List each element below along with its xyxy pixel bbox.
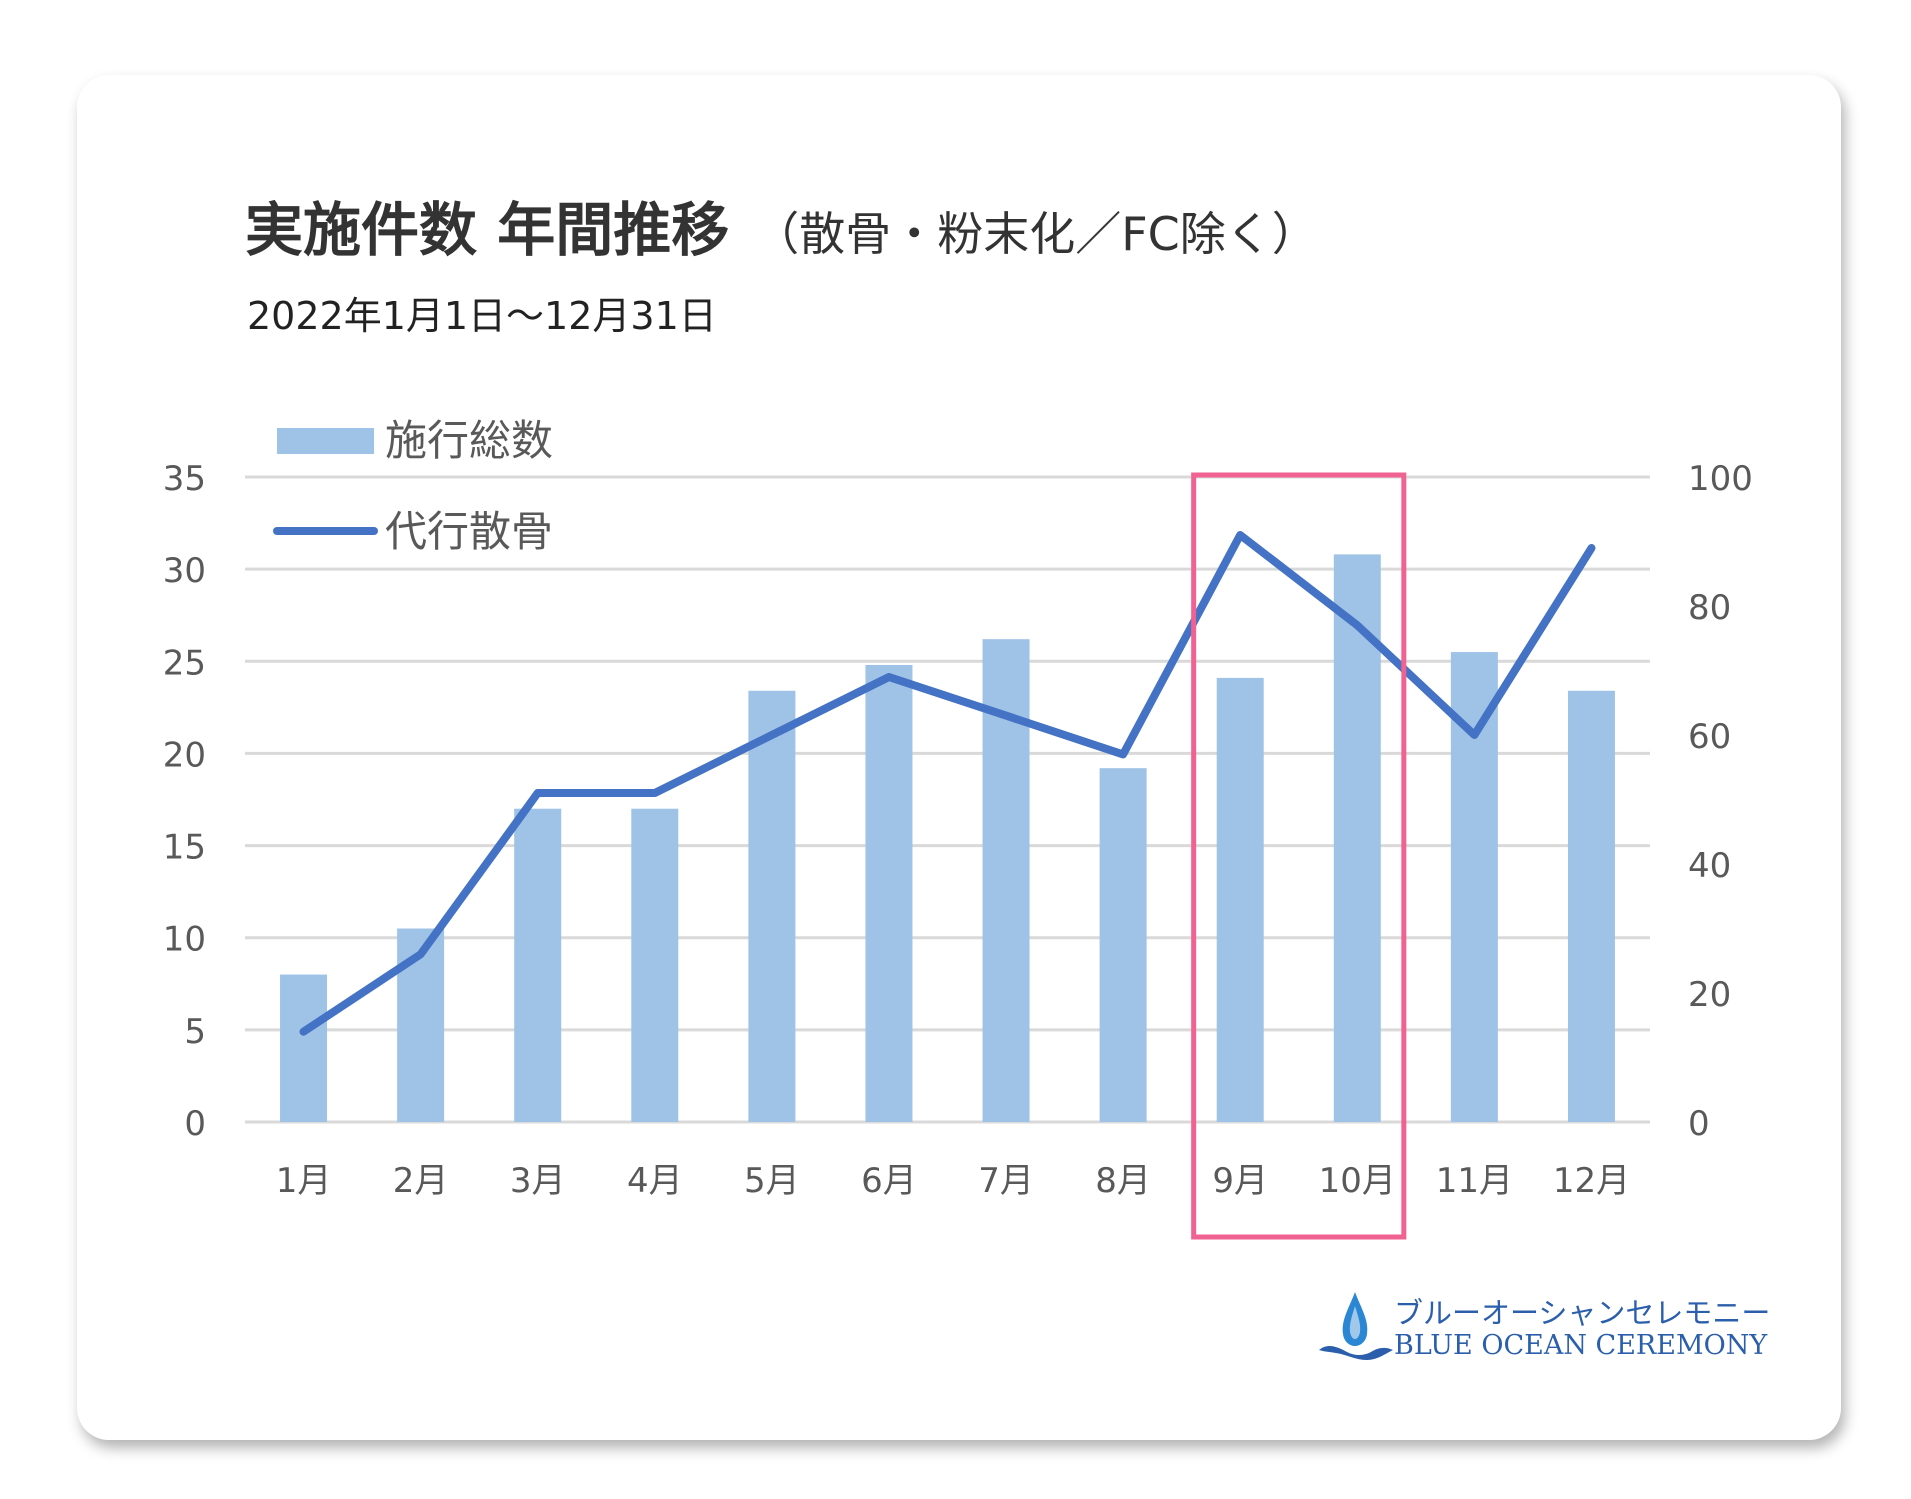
bar bbox=[280, 974, 328, 1122]
line-point bbox=[1473, 734, 1475, 736]
line-point bbox=[1356, 624, 1358, 626]
x-tick-label: 4月 bbox=[627, 1161, 683, 1201]
chart-title: 実施件数 年間推移 （散骨・粉末化／FC除く） bbox=[245, 183, 1318, 267]
line-point bbox=[1005, 715, 1007, 717]
bar bbox=[1567, 690, 1615, 1122]
legend-bar-swatch bbox=[277, 428, 374, 454]
x-tick-label: 8月 bbox=[1095, 1161, 1151, 1201]
bar bbox=[1216, 677, 1264, 1122]
y-right-tick-label: 60 bbox=[1688, 717, 1731, 757]
x-tick-label: 12月 bbox=[1553, 1161, 1630, 1201]
line-point bbox=[654, 792, 656, 794]
x-tick-label: 7月 bbox=[978, 1161, 1034, 1201]
x-tick-label: 3月 bbox=[510, 1161, 566, 1201]
x-tick-label: 11月 bbox=[1436, 1161, 1513, 1201]
y-right-tick-label: 20 bbox=[1688, 975, 1731, 1015]
y-right-tick-label: 40 bbox=[1688, 846, 1731, 886]
x-tick-label: 5月 bbox=[744, 1161, 800, 1201]
legend-label: 施行総数 bbox=[385, 416, 553, 465]
x-tick-label: 2月 bbox=[393, 1161, 449, 1201]
bar bbox=[631, 808, 679, 1122]
logo-text-jp: ブルーオーシャンセレモニー bbox=[1394, 1296, 1771, 1330]
y-left-tick-label: 20 bbox=[163, 735, 206, 775]
x-tick-label: 6月 bbox=[861, 1161, 917, 1201]
series-line bbox=[299, 531, 1596, 1036]
line-point bbox=[1590, 547, 1592, 549]
line-point bbox=[420, 953, 422, 955]
y-left-tick-label: 5 bbox=[184, 1012, 206, 1052]
y-left-tick-label: 35 bbox=[163, 459, 206, 499]
line-point bbox=[1122, 753, 1124, 755]
chart-card bbox=[77, 75, 1841, 1440]
highlight-box bbox=[1191, 472, 1407, 1240]
line-point bbox=[888, 676, 890, 678]
y-left-tick-label: 0 bbox=[184, 1104, 206, 1144]
bar bbox=[514, 808, 562, 1122]
line-point bbox=[537, 792, 539, 794]
y-right-tick-label: 0 bbox=[1688, 1104, 1710, 1144]
logo-text-en: BLUE OCEAN CEREMONY bbox=[1394, 1330, 1768, 1361]
bar bbox=[748, 690, 796, 1122]
water-drop-logo-icon bbox=[1319, 1292, 1393, 1360]
y-left-tick-label: 10 bbox=[163, 920, 206, 960]
x-tick-label: 9月 bbox=[1212, 1161, 1268, 1201]
y-left-tick-label: 30 bbox=[163, 551, 206, 591]
bar bbox=[1333, 554, 1381, 1122]
bar bbox=[865, 664, 913, 1122]
x-tick-label: 10月 bbox=[1319, 1161, 1396, 1201]
line-point bbox=[771, 734, 773, 736]
y-left-tick-label: 25 bbox=[163, 643, 206, 683]
title-note: （散骨・粉末化／FC除く） bbox=[753, 207, 1318, 261]
y-right-tick-label: 80 bbox=[1688, 588, 1731, 628]
chart-subtitle: 2022年1月1日～12月31日 bbox=[247, 294, 717, 338]
line-point bbox=[303, 1031, 305, 1033]
brand-logo: ブルーオーシャンセレモニー BLUE OCEAN CEREMONY bbox=[1315, 1290, 1770, 1362]
y-right-tick-label: 100 bbox=[1688, 459, 1753, 499]
bar bbox=[1099, 768, 1147, 1122]
line-point bbox=[1239, 534, 1241, 536]
legend-label: 代行散骨 bbox=[385, 507, 553, 556]
y-left-tick-label: 15 bbox=[163, 828, 206, 868]
title-main: 実施件数 年間推移 bbox=[245, 196, 730, 264]
x-tick-label: 1月 bbox=[276, 1161, 332, 1201]
